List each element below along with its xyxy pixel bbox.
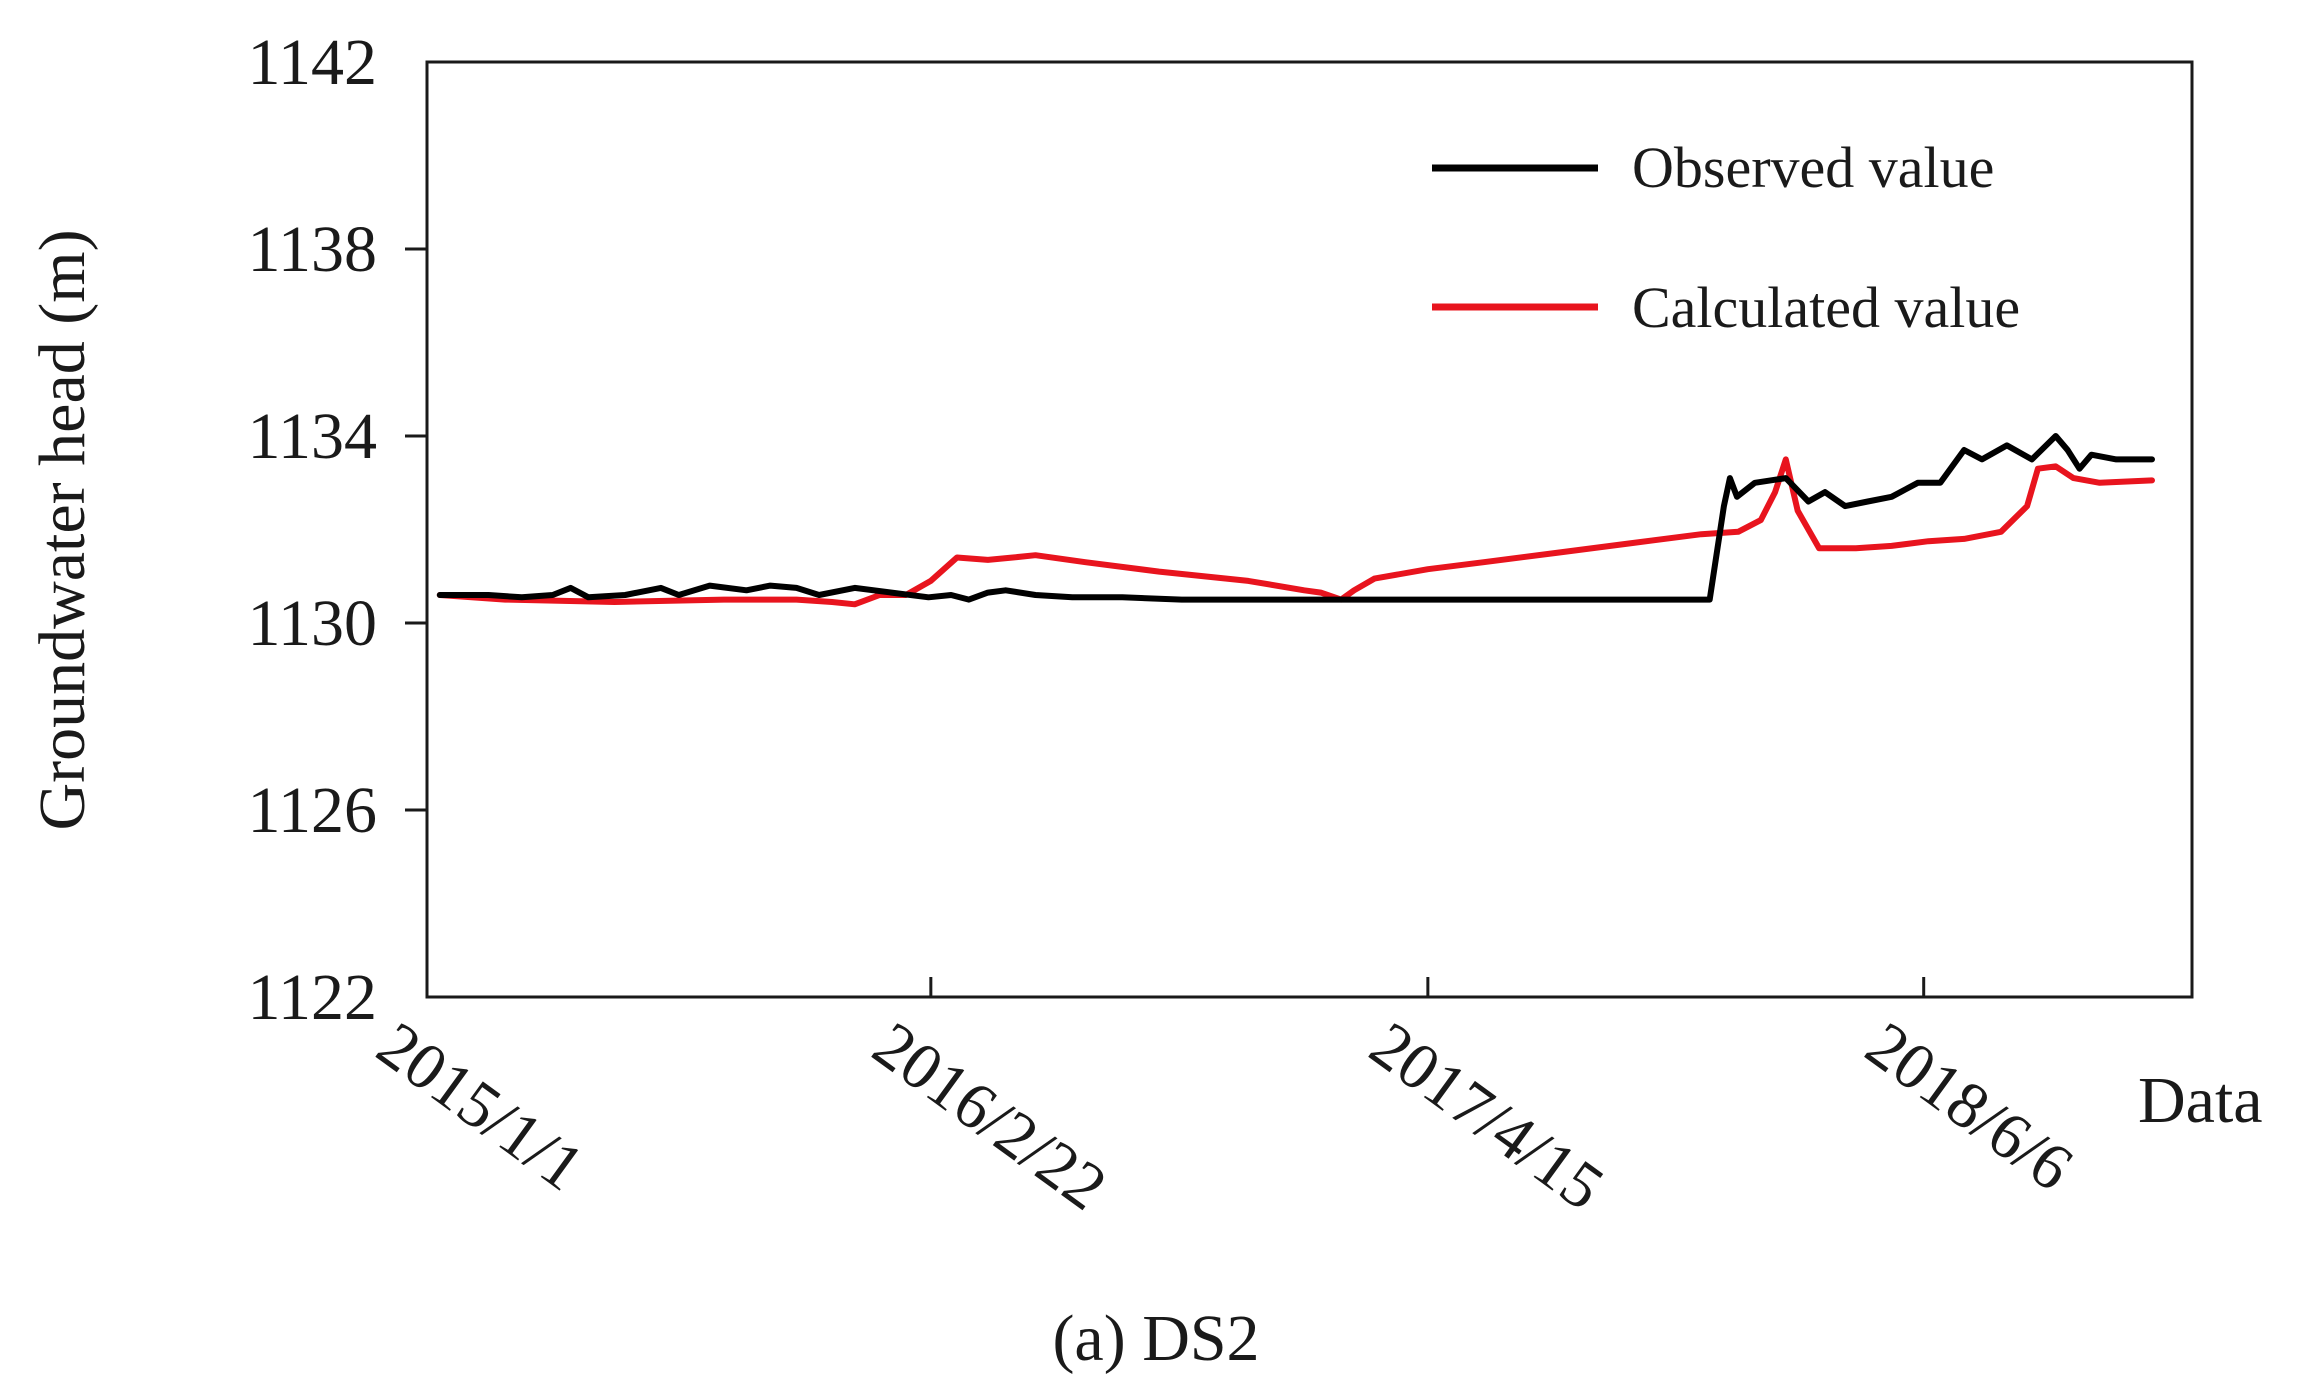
x-tick-label: 2017/4/15 [1357, 1008, 1616, 1224]
y-tick-label: 1130 [247, 587, 377, 660]
x-tick-label: 2015/1/1 [364, 1008, 597, 1205]
series-line-observed [436, 433, 2155, 603]
series-line-calculated [436, 456, 2155, 608]
x-tick-label: 2016/2/22 [860, 1008, 1119, 1224]
y-tick-label: 1142 [247, 26, 377, 99]
figure-caption: (a) DS2 [1052, 1302, 1259, 1375]
y-tick-label: 1134 [247, 400, 377, 473]
x-axis-ticks: 2015/1/1 2016/2/22 2017/4/15 2018/6/6 [364, 977, 2086, 1224]
plot-frame [425, 60, 2194, 999]
y-tick-label: 1126 [247, 774, 377, 847]
y-axis-ticks: 1142 1138 1134 1130 1126 1122 [247, 26, 427, 1034]
legend-label-calculated: Calculated value [1632, 275, 2020, 340]
y-axis-title: Groundwater head (m) [26, 229, 99, 830]
y-tick-label: 1122 [247, 961, 377, 1034]
series-layer [436, 433, 2155, 608]
legend: Observed value Calculated value [1432, 135, 2020, 340]
x-axis-title: Data [2138, 1064, 2263, 1137]
legend-label-observed: Observed value [1632, 135, 1994, 200]
y-tick-label: 1138 [247, 213, 377, 286]
x-tick-label: 2018/6/6 [1853, 1008, 2086, 1205]
